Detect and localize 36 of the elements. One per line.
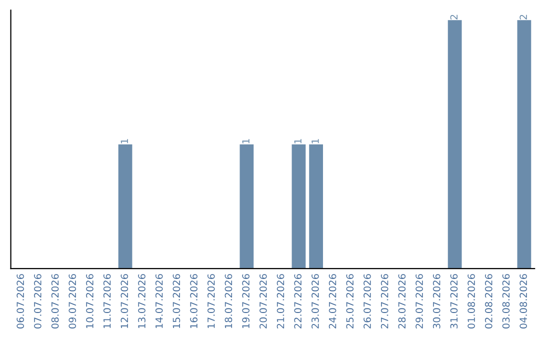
x-tick-label: 31.07.2026 — [450, 274, 458, 328]
x-tick-label: 03.08.2026 — [502, 274, 510, 328]
x-tick-label: 16.07.2026 — [190, 274, 198, 328]
x-tick-label: 28.07.2026 — [398, 274, 406, 328]
x-tick-label: 23.07.2026 — [312, 274, 319, 328]
x-tick-label: 26.07.2026 — [364, 274, 371, 328]
x-tick-label: 25.07.2026 — [346, 274, 354, 328]
data-label: 1 — [242, 139, 250, 144]
x-tick-label: 13.07.2026 — [138, 274, 146, 328]
data-label: 1 — [294, 139, 302, 144]
x-tick-label: 15.07.2026 — [172, 274, 180, 328]
x-tick-label: 12.07.2026 — [120, 274, 128, 328]
x-tick-label: 21.07.2026 — [276, 274, 284, 328]
x-tick-label: 20.07.2026 — [259, 274, 267, 328]
x-tick-label: 29.07.2026 — [416, 274, 423, 328]
x-tick-label: 27.07.2026 — [380, 274, 388, 328]
x-tick-label: 22.07.2026 — [294, 274, 302, 328]
data-label: 1 — [120, 139, 128, 144]
x-tick-label: 17.07.2026 — [207, 274, 215, 328]
data-label: 1 — [312, 139, 319, 144]
data-label: 2 — [520, 14, 527, 20]
x-tick-label: 09.07.2026 — [68, 274, 76, 328]
x-tick-label: 02.08.2026 — [484, 274, 492, 328]
data-label: 2 — [450, 14, 458, 20]
x-tick-label: 07.07.2026 — [34, 274, 42, 328]
x-tick-label: 18.07.2026 — [224, 274, 232, 328]
x-tick-label: 06.07.2026 — [16, 274, 24, 328]
x-tick-label: 04.08.2026 — [520, 274, 528, 328]
x-tick-label: 11.07.2026 — [103, 274, 111, 328]
x-tick-label: 24.07.2026 — [328, 274, 336, 328]
x-tick-label: 08.07.2026 — [51, 274, 59, 328]
x-tick-label: 19.07.2026 — [242, 274, 250, 328]
x-tick-label: 10.07.2026 — [86, 274, 94, 328]
x-tick-label: 14.07.2026 — [155, 274, 163, 328]
x-tick-label: 01.08.2026 — [468, 274, 475, 328]
x-tick-label: 30.07.2026 — [432, 274, 440, 328]
